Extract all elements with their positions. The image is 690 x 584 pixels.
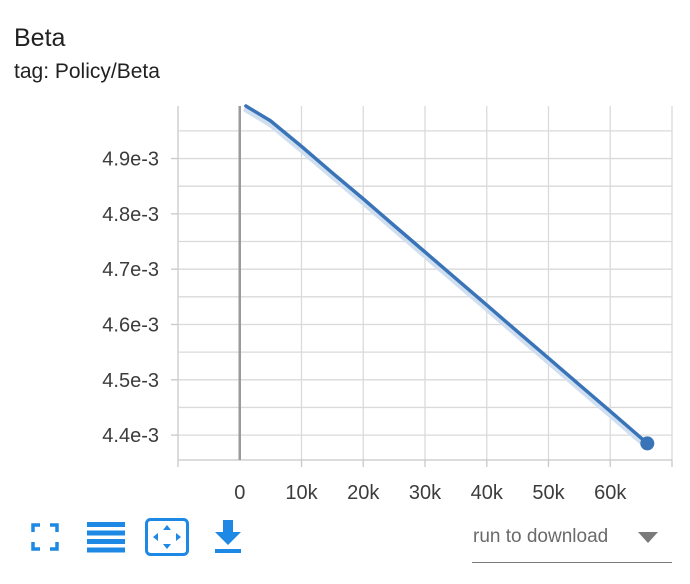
list-icon [87,522,125,553]
y-tick-label: 4.4e-3 [102,425,159,447]
y-tick-label: 4.9e-3 [102,149,159,171]
series-last-point [640,436,655,451]
x-tick-label: 60k [594,482,627,500]
chart-series [243,104,655,451]
download-button[interactable] [205,514,251,560]
y-tick-label: 4.7e-3 [102,259,159,281]
fullscreen-button[interactable] [22,514,68,560]
x-tick-label: 50k [532,482,565,500]
line-chart: 4.4e-3 4.5e-3 4.6e-3 4.7e-3 4.8e-3 4.9e-3 0 10… [102,104,673,500]
run-select-value: run to download [473,526,609,547]
x-tick-label: 40k [471,482,504,500]
x-tick-label: 20k [347,482,380,500]
chart-axes [171,106,673,467]
run-to-download-select[interactable]: run to download [472,518,672,563]
download-icon [215,520,241,553]
y-tick-label: 4.5e-3 [102,370,159,392]
fit-domain-button[interactable] [144,514,190,560]
fullscreen-icon [31,523,59,551]
y-tick-label: 4.8e-3 [102,204,159,226]
x-tick-label: 30k [409,482,442,500]
x-tick-label: 0 [234,482,245,500]
x-tick-label: 10k [285,482,318,500]
toggle-y-log-button[interactable] [83,514,129,560]
chart-tag: tag: Policy/Beta [14,60,160,83]
series-raw-line [243,107,650,450]
fit-domain-icon [145,518,189,556]
x-tick-labels: 0 10k 20k 30k 40k 50k 60k [234,482,627,500]
y-tick-label: 4.6e-3 [102,314,159,336]
chart-toolbar [22,514,266,560]
y-tick-labels: 4.4e-3 4.5e-3 4.6e-3 4.7e-3 4.8e-3 4.9e-3 [102,149,159,448]
chevron-down-icon [638,532,658,543]
chart-title: Beta [14,24,66,52]
series-line [244,104,650,446]
